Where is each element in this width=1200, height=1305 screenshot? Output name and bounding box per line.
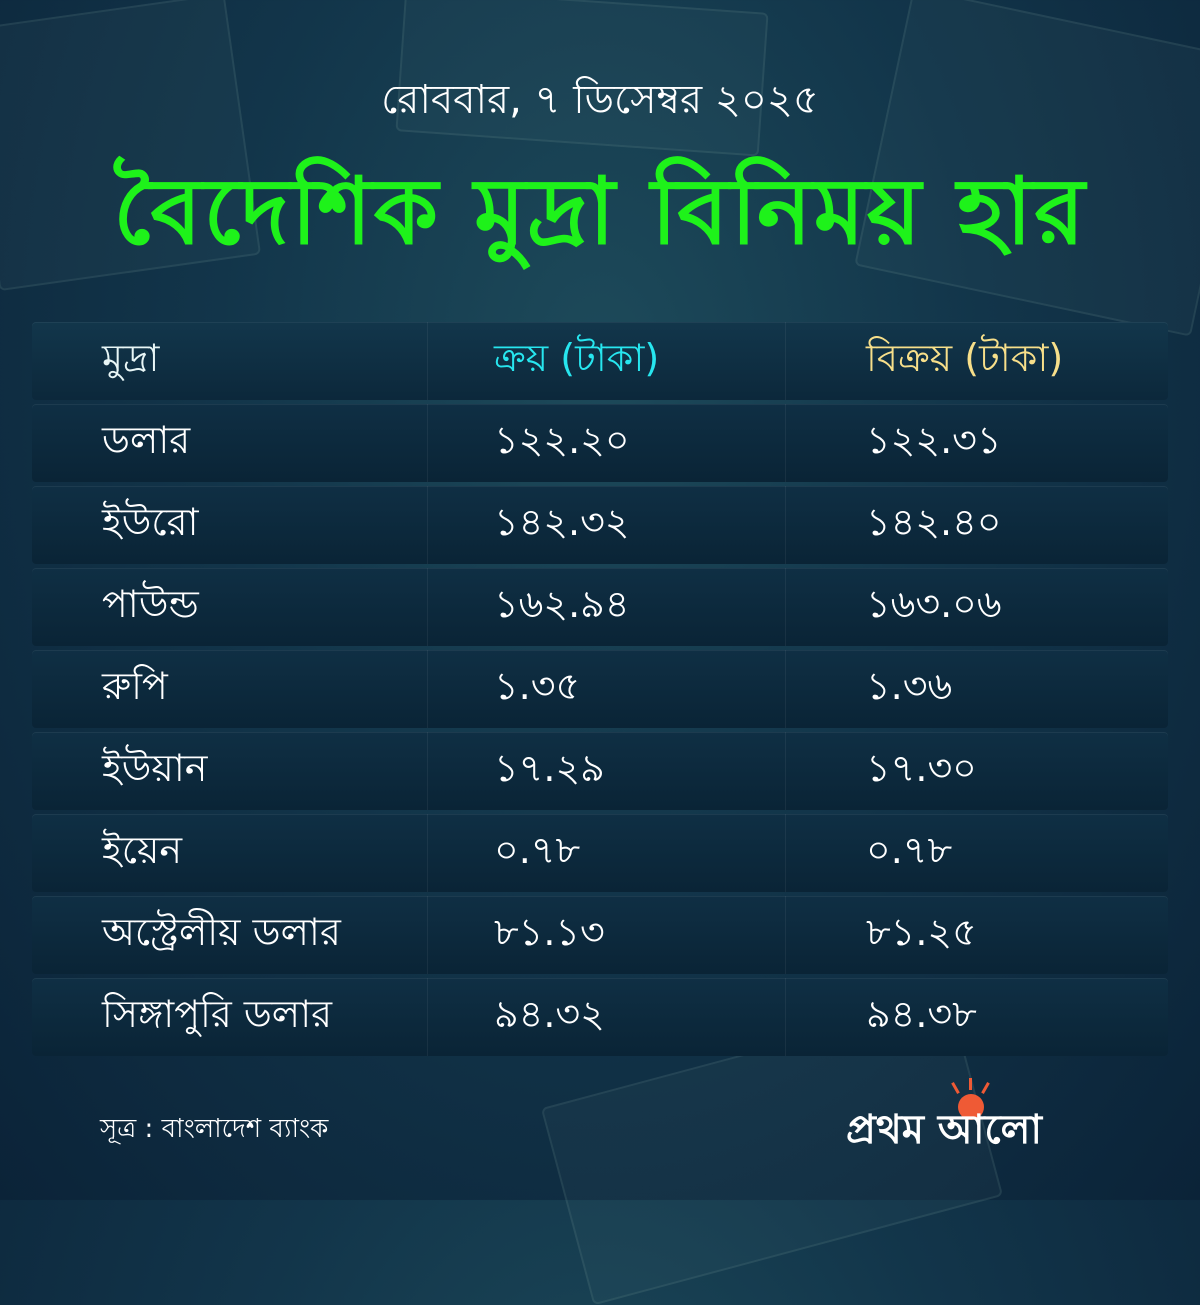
sun-ray — [981, 1082, 990, 1094]
table-row: ইউরো ১৪২.৩২ ১৪২.৪০ — [32, 486, 1168, 564]
header-buy: ক্রয় (টাকা) — [428, 322, 786, 400]
buy-rate-cell: ১.৩৫ — [428, 650, 786, 728]
table-row: ইয়েন ০.৭৮ ০.৭৮ — [32, 814, 1168, 892]
sell-rate-cell: ১.৩৬ — [866, 664, 953, 708]
header-sell: বিক্রয় (টাকা) — [866, 336, 1064, 380]
exchange-rate-table: মুদ্রা ক্রয় (টাকা) বিক্রয় (টাকা) ডলার ১… — [32, 322, 1168, 1060]
sun-icon — [958, 1094, 984, 1120]
buy-rate-cell: ১৭.২৯ — [428, 732, 786, 810]
sell-rate-cell: ০.৭৮ — [866, 828, 953, 872]
currency-cell: পাউন্ড — [32, 568, 428, 646]
buy-rate-cell: ০.৭৮ — [428, 814, 786, 892]
sun-ray — [969, 1078, 972, 1090]
table-row: ডলার ১২২.২০ ১২২.৩১ — [32, 404, 1168, 482]
currency-cell: ইউরো — [32, 486, 428, 564]
sell-rate-cell: ৯৪.৩৮ — [866, 992, 977, 1036]
buy-rate-cell: ১৬২.৯৪ — [428, 568, 786, 646]
prothom-alo-logo: প্রথম আলো — [840, 1078, 1130, 1153]
buy-rate-cell: ৮১.১৩ — [428, 896, 786, 974]
currency-cell: রুপি — [32, 650, 428, 728]
table-row: ইউয়ান ১৭.২৯ ১৭.৩০ — [32, 732, 1168, 810]
logo-text: প্রথম আলো — [846, 1107, 1043, 1153]
currency-cell: ইউয়ান — [32, 732, 428, 810]
buy-rate-cell: ১৪২.৩২ — [428, 486, 786, 564]
currency-cell: ডলার — [32, 404, 428, 482]
buy-rate-cell: ১২২.২০ — [428, 404, 786, 482]
table-row: অস্ট্রেলীয় ডলার ৮১.১৩ ৮১.২৫ — [32, 896, 1168, 974]
table-row: পাউন্ড ১৬২.৯৪ ১৬৩.০৬ — [32, 568, 1168, 646]
sell-rate-cell: ১৬৩.০৬ — [866, 582, 1002, 626]
sell-rate-cell: ১৪২.৪০ — [866, 500, 1002, 544]
sell-rate-cell: ৮১.২৫ — [866, 910, 977, 954]
table-header-row: মুদ্রা ক্রয় (টাকা) বিক্রয় (টাকা) — [32, 322, 1168, 400]
currency-cell: ইয়েন — [32, 814, 428, 892]
table-row: রুপি ১.৩৫ ১.৩৬ — [32, 650, 1168, 728]
date-label: রোববার, ৭ ডিসেম্বর ২০২৫ — [381, 77, 819, 123]
sun-ray — [951, 1082, 960, 1094]
header-currency: মুদ্রা — [32, 322, 428, 400]
sell-rate-cell: ১২২.৩১ — [866, 418, 1002, 462]
currency-cell: অস্ট্রেলীয় ডলার — [32, 896, 428, 974]
sell-rate-cell: ১৭.৩০ — [866, 746, 977, 790]
table-row: সিঙ্গাপুরি ডলার ৯৪.৩২ ৯৪.৩৮ — [32, 978, 1168, 1056]
buy-rate-cell: ৯৪.৩২ — [428, 978, 786, 1056]
currency-cell: সিঙ্গাপুরি ডলার — [32, 978, 428, 1056]
source-label: সূত্র : বাংলাদেশ ব্যাংক — [100, 1114, 329, 1144]
page-title: বৈদেশিক মুদ্রা বিনিময় হার — [113, 158, 1087, 265]
